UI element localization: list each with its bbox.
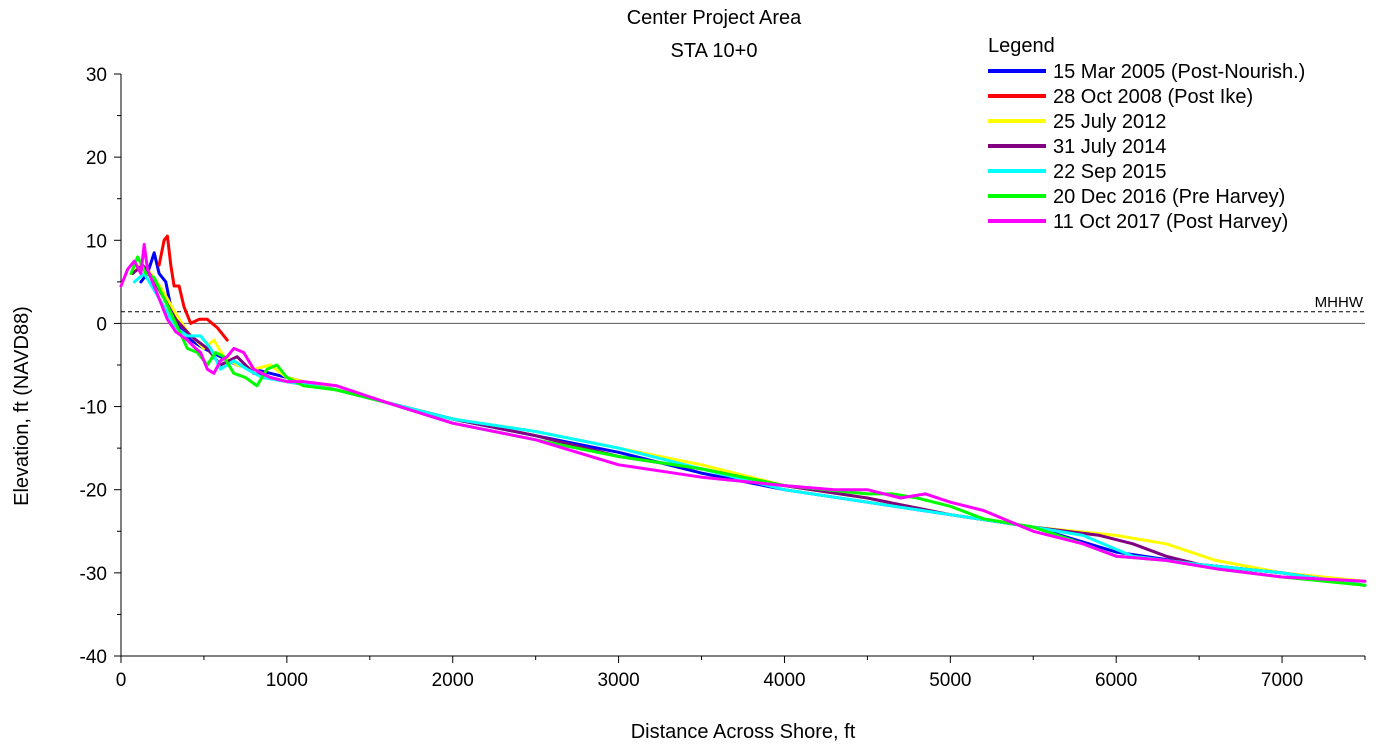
series-line-5 bbox=[132, 272, 1367, 587]
x-tick-label: 6000 bbox=[1095, 670, 1137, 691]
legend-entry-1: 15 Mar 2005 (Post-Nourish.) bbox=[1053, 61, 1305, 83]
x-tick-label: 0 bbox=[116, 670, 127, 691]
legend-entry-5: 22 Sep 2015 bbox=[1053, 161, 1166, 183]
y-tick-label: -30 bbox=[80, 564, 107, 585]
x-tick-label: 4000 bbox=[763, 670, 805, 691]
x-tick-label: 1000 bbox=[266, 670, 308, 691]
series-line-2 bbox=[157, 234, 229, 342]
x-tick-label: 5000 bbox=[929, 670, 971, 691]
y-tick-label: 20 bbox=[86, 148, 107, 169]
legend-entry-4: 31 July 2014 bbox=[1053, 136, 1166, 158]
y-tick-label: 10 bbox=[86, 231, 107, 252]
legend-entry-2: 28 Oct 2008 (Post Ike) bbox=[1053, 86, 1253, 108]
y-tick-label: -10 bbox=[80, 398, 107, 419]
x-tick-label: 3000 bbox=[597, 670, 639, 691]
x-tick-label: 2000 bbox=[432, 670, 474, 691]
legend-entry-3: 25 July 2012 bbox=[1053, 111, 1166, 133]
y-axis-label: Elevation, ft (NAVD88) bbox=[11, 306, 33, 506]
y-tick-label: 0 bbox=[96, 314, 107, 335]
mhhw-label: MHHW bbox=[1315, 294, 1364, 311]
x-axis-label: Distance Across Shore, ft bbox=[631, 721, 856, 743]
series-line-6 bbox=[129, 255, 1367, 587]
legend-entry-7: 11 Oct 2017 (Post Harvey) bbox=[1053, 211, 1288, 233]
chart-title: Center Project Area bbox=[627, 7, 802, 29]
x-tick-label: 7000 bbox=[1261, 670, 1303, 691]
legend-entry-6: 20 Dec 2016 (Pre Harvey) bbox=[1053, 186, 1285, 208]
y-tick-label: 30 bbox=[86, 65, 107, 86]
plot-area: 0 1000 2000 3000 4000 5000 6000 7000 -40 -30 -20 -1… bbox=[80, 65, 1367, 691]
legend: Legend 15 Mar 2005 (Post-Nourish.) 28 Oct… bbox=[988, 35, 1305, 233]
series-line-4 bbox=[131, 263, 1367, 587]
series-line-3 bbox=[129, 263, 1367, 583]
legend-title: Legend bbox=[988, 35, 1055, 57]
chart-subtitle: STA 10+0 bbox=[671, 40, 758, 62]
y-tick-label: -20 bbox=[80, 481, 107, 502]
series-line-1 bbox=[139, 251, 1367, 587]
y-tick-label: -40 bbox=[80, 647, 107, 668]
series-line-7 bbox=[119, 242, 1367, 583]
